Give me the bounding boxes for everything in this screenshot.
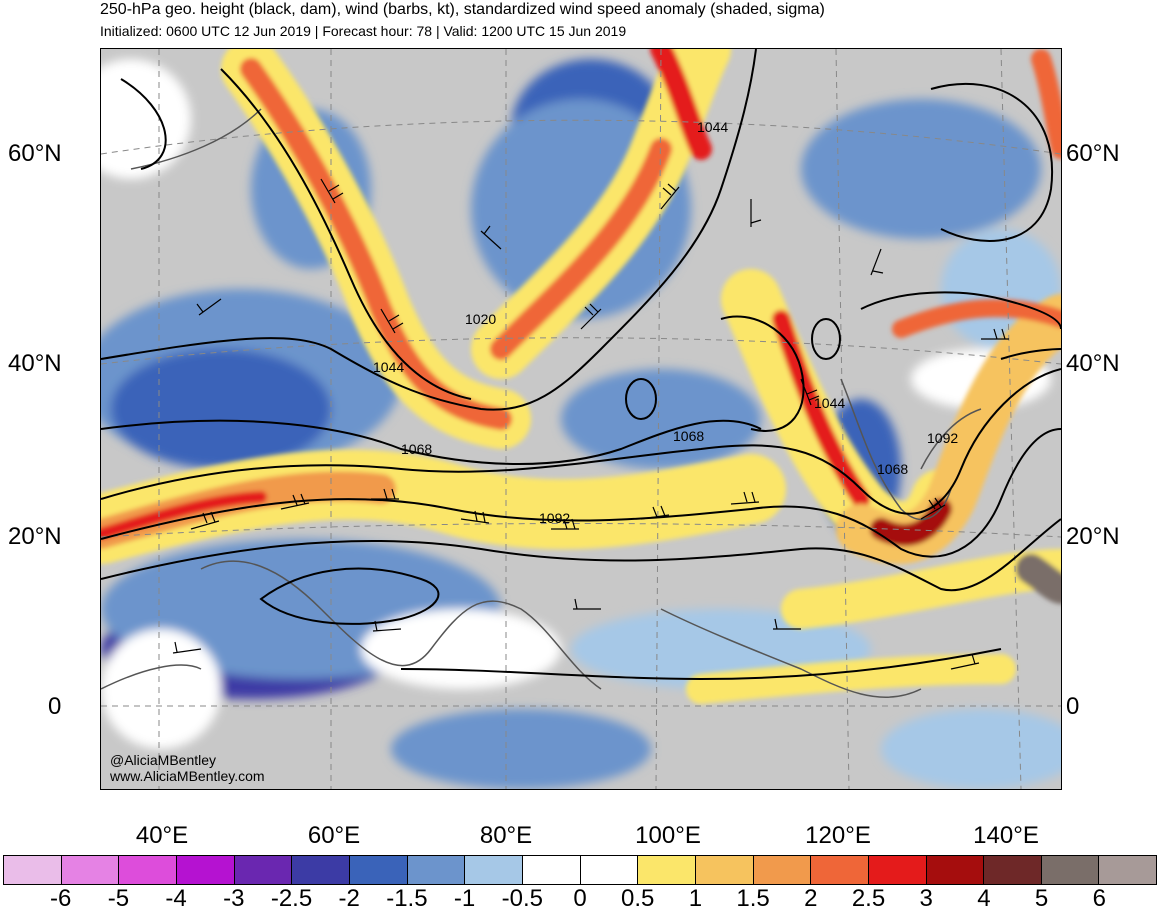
- figure-title: 250-hPa geo. height (black, dam), wind (…: [100, 1, 825, 18]
- lat-label-right: 20°N: [1066, 523, 1120, 550]
- lon-label: 40°E: [135, 822, 189, 849]
- colorbar: [3, 855, 1157, 885]
- colorbar-label: -5: [107, 885, 130, 912]
- colorbar-label: -4: [165, 885, 187, 912]
- colorbar-label: -1: [453, 885, 476, 912]
- positive-anomaly-shading: [101, 49, 1061, 704]
- colorbar-swatch: [868, 856, 927, 884]
- credit-url: www.AliciaMBentley.com: [110, 768, 265, 784]
- colorbar-label: 6: [1092, 885, 1106, 912]
- colorbar-swatch: [4, 856, 62, 884]
- lat-label-left: 60°N: [8, 140, 62, 167]
- contour-label: 1068: [401, 441, 433, 457]
- lat-label-right: 40°N: [1066, 350, 1120, 377]
- lon-label: 100°E: [635, 822, 701, 849]
- contour-label: 1044: [697, 119, 729, 135]
- contour-label: 1020: [465, 311, 497, 327]
- height-contours: [101, 49, 1061, 681]
- colorbar-label: 2.5: [851, 885, 886, 912]
- colorbar-swatch: [984, 856, 1042, 884]
- colorbar-label: 0: [573, 885, 587, 912]
- colorbar-swatch: [926, 856, 985, 884]
- coastlines: [101, 108, 982, 698]
- colorbar-swatch: [522, 856, 581, 884]
- colorbar-label: -2.5: [270, 885, 313, 912]
- colorbar-swatch: [292, 856, 350, 884]
- lat-label-left: 40°N: [8, 350, 62, 377]
- wind-barbs: [172, 178, 1009, 670]
- colorbar-swatch: [1041, 856, 1100, 884]
- colorbar-swatch: [407, 856, 466, 884]
- colorbar-swatch: [638, 856, 696, 884]
- colorbar-swatch: [176, 856, 235, 884]
- contour-label: 1044: [814, 395, 846, 411]
- colorbar-swatch: [234, 856, 293, 884]
- contour-label: 1092: [539, 510, 571, 526]
- lat-label-right: 60°N: [1066, 140, 1120, 167]
- contour-label: 1092: [927, 430, 959, 446]
- colorbar-label: -1.5: [386, 885, 428, 912]
- colorbar-label: -2: [338, 885, 360, 912]
- colorbar-swatch: [61, 856, 120, 884]
- colorbar-swatch: [580, 856, 639, 884]
- map-canvas: [101, 49, 1061, 789]
- colorbar-swatch: [349, 856, 408, 884]
- lat-label-right: 0: [1066, 693, 1080, 720]
- colorbar-label: 1.5: [736, 885, 770, 912]
- lat-label-left: 20°N: [8, 523, 62, 550]
- lon-label: 60°E: [307, 822, 361, 849]
- credit-handle: @AliciaMBentley: [110, 752, 217, 768]
- colorbar-label: 0.5: [621, 885, 655, 912]
- contour-label: 1044: [373, 359, 405, 375]
- contour-label: 1068: [877, 461, 909, 477]
- colorbar-swatch: [465, 856, 523, 884]
- colorbar-swatch: [695, 856, 754, 884]
- colorbar-label: 5: [1034, 885, 1049, 912]
- colorbar-swatch: [753, 856, 812, 884]
- colorbar-label: -6: [50, 885, 72, 912]
- colorbar-label: 2: [804, 885, 818, 912]
- lon-label: 120°E: [805, 822, 871, 849]
- colorbar-swatch: [1099, 856, 1157, 884]
- graticule: [101, 49, 1061, 789]
- colorbar-label: -0.5: [501, 885, 543, 912]
- lat-label-left: 0: [48, 693, 62, 720]
- map-panel: 1044 1020 1044 1068 1068 1092 1044 1092 …: [100, 48, 1062, 790]
- colorbar-label: -3: [223, 885, 245, 912]
- colorbar-swatch: [119, 856, 177, 884]
- colorbar-label: 1: [688, 885, 703, 912]
- lon-label: 140°E: [973, 822, 1039, 849]
- contour-label: 1068: [673, 428, 705, 444]
- colorbar-swatch: [811, 856, 869, 884]
- figure-subtitle: Initialized: 0600 UTC 12 Jun 2019 | Fore…: [100, 23, 627, 39]
- colorbar-label: 3: [919, 885, 933, 912]
- lon-label: 80°E: [479, 822, 533, 849]
- colorbar-label: 4: [977, 885, 991, 912]
